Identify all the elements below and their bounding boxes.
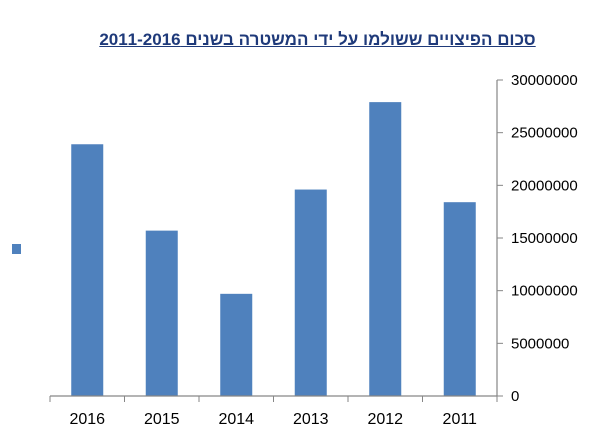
x-tick-label: 2013 [293,411,329,428]
labels-layer: 0 5000000 10000000 15000000 20000000 25000000… [69,72,577,428]
bar-2012 [369,102,402,397]
bar-2015 [145,230,178,396]
bar-2011 [443,202,476,396]
y-tick-label: 10000000 [511,283,578,300]
y-tick-label: 5000000 [511,335,569,352]
y-tick-label: 0 [511,388,519,405]
x-tick-label: 2011 [443,411,478,428]
legend-marker [12,244,21,254]
bar-2016 [71,144,104,396]
y-tick-label: 25000000 [511,125,578,142]
y-tick-label: 20000000 [511,177,578,194]
x-tick-label: 2014 [218,411,254,428]
x-tick-label: 2015 [144,411,180,428]
x-tick-label: 2016 [69,411,105,428]
bars-layer [71,102,476,397]
x-tick-label: 2012 [367,411,403,428]
y-tick-label: 30000000 [511,72,578,89]
chart-title: סכום הפיצויים ששולמו על ידי המשטרה בשנים… [99,30,536,49]
y-tick-label: 15000000 [511,230,578,247]
bar-2014 [220,293,253,396]
axes-layer [49,79,503,402]
bar-2013 [294,189,327,396]
